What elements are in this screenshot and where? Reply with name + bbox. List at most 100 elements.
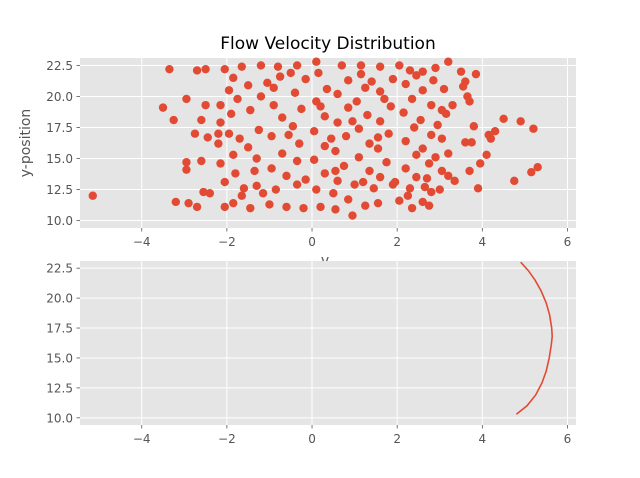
scatter-point [331, 146, 340, 156]
line-x-tick-label: −2 [218, 432, 236, 446]
line-x-tick-label: −4 [133, 432, 151, 446]
scatter-plot-area [80, 58, 576, 228]
scatter-point [256, 92, 266, 101]
scatter-point [407, 94, 417, 104]
scatter-point [201, 100, 210, 110]
scatter-point [373, 198, 383, 208]
scatter-point [533, 162, 542, 172]
scatter-point [348, 211, 357, 220]
scatter-point [309, 155, 319, 164]
scatter-point [243, 143, 253, 152]
scatter-point [465, 166, 474, 176]
scatter-point [182, 165, 191, 174]
y-axis-label: y-position [18, 109, 34, 178]
line-plot-area [80, 261, 576, 425]
scatter-point [365, 166, 374, 176]
scatter-point [416, 115, 425, 125]
scatter-point [314, 68, 323, 78]
scatter-point [320, 141, 330, 151]
scatter-point [267, 131, 276, 141]
line-y-tick-label: 15.0 [46, 351, 73, 365]
scatter-point [267, 164, 276, 173]
scatter-point [288, 122, 298, 131]
scatter-point [401, 164, 410, 173]
scatter-point [231, 169, 240, 178]
scatter-point [375, 62, 385, 71]
scatter-point [422, 174, 432, 183]
scatter-point [427, 130, 436, 140]
scatter-point [403, 191, 413, 200]
scatter-point [490, 127, 500, 136]
scatter-point [320, 169, 330, 178]
scatter-point [350, 180, 359, 189]
scatter-y-tick-label: 12.5 [46, 183, 73, 197]
line-x-tick-label: 6 [564, 432, 572, 446]
scatter-point [384, 129, 393, 138]
scatter-point [273, 62, 283, 71]
scatter-point [320, 112, 330, 121]
scatter-point [316, 102, 325, 111]
scatter-point [361, 83, 370, 92]
scatter-point [424, 159, 434, 168]
scatter-point [88, 191, 97, 200]
scatter-point [182, 94, 191, 104]
scatter-point [286, 68, 295, 78]
scatter-point [331, 166, 340, 176]
scatter-point [252, 181, 261, 191]
scatter-point [461, 138, 470, 147]
scatter-point [444, 171, 453, 181]
scatter-point [297, 104, 306, 114]
scatter-y-ticks: 10.0 12.5 15.0 17.5 20.0 22.5 [46, 59, 80, 228]
scatter-point [269, 100, 278, 110]
scatter-x-tick-label: −4 [133, 235, 151, 249]
scatter-point [301, 74, 310, 84]
scatter-point [203, 133, 212, 142]
scatter-point [361, 201, 370, 210]
scatter-point [401, 79, 410, 89]
scatter-point [229, 73, 238, 83]
scatter-point [437, 134, 447, 143]
scatter-point [363, 110, 372, 120]
scatter-point [220, 64, 229, 74]
scatter-point [354, 153, 364, 162]
scatter-point [254, 125, 264, 135]
line-x-tick-label: 0 [308, 432, 316, 446]
scatter-point [427, 100, 436, 110]
scatter-point [365, 139, 374, 148]
scatter-point [239, 184, 249, 193]
scatter-point [448, 100, 457, 110]
scatter-point [246, 203, 255, 213]
scatter-point [427, 187, 436, 197]
scatter-point [292, 61, 302, 70]
scatter-point [437, 166, 447, 176]
scatter-point [184, 198, 193, 208]
scatter-point [224, 86, 234, 95]
scatter-x-ticks: −4 −2 0 2 4 6 [133, 228, 571, 249]
scatter-point [418, 86, 427, 95]
scatter-x-tick-label: 0 [308, 235, 316, 249]
scatter-point [424, 201, 434, 210]
scatter-point [431, 63, 440, 73]
scatter-point [390, 177, 400, 187]
scatter-point [461, 77, 470, 86]
scatter-point [299, 203, 308, 213]
line-x-ticks: −4 −2 0 2 4 6 [133, 425, 571, 446]
scatter-point [437, 105, 447, 115]
scatter-point [516, 117, 525, 126]
line-y-tick-label: 10.0 [46, 411, 73, 425]
scatter-point [275, 72, 285, 81]
scatter-point [527, 167, 536, 177]
scatter-point [205, 189, 215, 198]
scatter-point [192, 66, 202, 75]
scatter-point [220, 202, 229, 212]
scatter-point [435, 185, 444, 194]
scatter-point [220, 177, 229, 187]
scatter-point [216, 100, 225, 110]
scatter-x-tick-label: 4 [479, 235, 487, 249]
scatter-point [182, 158, 191, 167]
scatter-point [271, 185, 281, 194]
scatter-point [216, 118, 225, 127]
scatter-point [418, 67, 427, 76]
scatter-point [165, 64, 174, 74]
